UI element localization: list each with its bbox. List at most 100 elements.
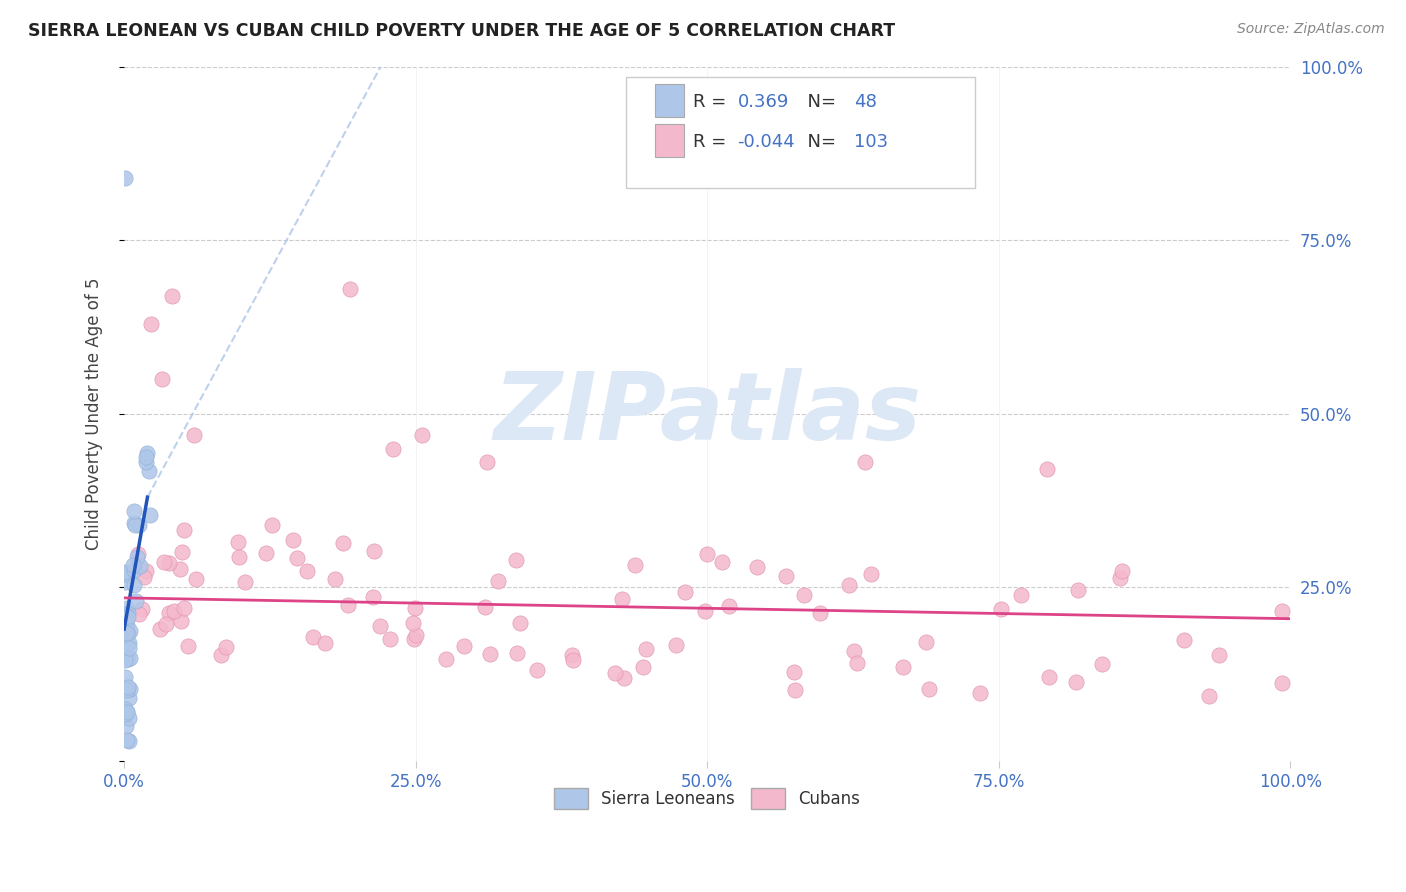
Point <box>115 705 138 719</box>
Point <box>378 632 401 646</box>
Point <box>131 602 153 616</box>
Point <box>969 685 991 699</box>
Point <box>114 706 136 721</box>
Point <box>381 442 404 456</box>
Point <box>526 664 548 678</box>
Point <box>114 653 136 667</box>
Point <box>323 572 346 586</box>
Text: ZIPatlas: ZIPatlas <box>494 368 921 460</box>
Point <box>114 719 136 733</box>
Point <box>665 638 688 652</box>
Point <box>842 644 865 658</box>
Point <box>673 585 696 599</box>
Point <box>136 446 159 460</box>
Point <box>453 640 475 654</box>
Point <box>159 607 181 621</box>
Point <box>254 546 277 560</box>
Point <box>783 683 806 698</box>
Point <box>117 652 139 666</box>
Point <box>914 635 936 649</box>
Point <box>118 624 141 639</box>
Point <box>117 680 139 694</box>
Point <box>118 734 141 748</box>
Point <box>124 577 146 591</box>
Point <box>990 602 1012 616</box>
Point <box>152 555 174 569</box>
Y-axis label: Child Poverty Under the Age of 5: Child Poverty Under the Age of 5 <box>86 277 103 550</box>
Point <box>233 574 256 589</box>
Point <box>1064 675 1087 690</box>
Point <box>114 701 136 715</box>
Point <box>122 504 145 518</box>
Point <box>838 578 860 592</box>
Text: 0.369: 0.369 <box>738 93 789 111</box>
Point <box>118 711 141 725</box>
Point <box>633 659 655 673</box>
Point <box>711 555 734 569</box>
Point <box>1108 571 1130 585</box>
FancyBboxPatch shape <box>626 77 976 188</box>
Point <box>209 648 232 662</box>
Point <box>562 652 585 666</box>
Point <box>808 607 831 621</box>
Point <box>115 607 138 622</box>
Point <box>118 651 141 665</box>
Point <box>509 615 531 630</box>
Point <box>314 636 336 650</box>
Point <box>226 534 249 549</box>
Point <box>163 604 186 618</box>
Point <box>135 450 157 465</box>
Text: SIERRA LEONEAN VS CUBAN CHILD POVERTY UNDER THE AGE OF 5 CORRELATION CHART: SIERRA LEONEAN VS CUBAN CHILD POVERTY UN… <box>28 22 896 40</box>
Point <box>114 670 136 684</box>
Point <box>122 558 145 572</box>
Text: N=: N= <box>796 93 842 111</box>
Point <box>1208 648 1230 663</box>
Point <box>117 618 139 632</box>
Point <box>155 617 177 632</box>
Point <box>792 589 814 603</box>
Point <box>115 601 138 615</box>
Point <box>114 566 136 581</box>
Point <box>1111 564 1133 578</box>
Point <box>134 569 156 583</box>
Point <box>337 598 360 612</box>
Point <box>124 594 146 608</box>
Point <box>332 536 354 550</box>
Point <box>184 572 207 586</box>
Point <box>115 624 138 639</box>
Point <box>853 455 876 469</box>
Point <box>115 608 138 623</box>
Point <box>402 616 425 631</box>
Point <box>1173 632 1195 647</box>
Point <box>506 646 529 660</box>
Point <box>157 556 180 570</box>
Point <box>173 601 195 615</box>
Legend: Sierra Leoneans, Cubans: Sierra Leoneans, Cubans <box>548 781 866 815</box>
Point <box>172 544 194 558</box>
Text: R =: R = <box>693 133 733 151</box>
Point <box>339 282 361 296</box>
Point <box>177 639 200 653</box>
Point <box>139 317 162 331</box>
Point <box>115 683 138 698</box>
Point <box>561 648 583 663</box>
Point <box>783 665 806 679</box>
Point <box>370 619 392 633</box>
Point <box>260 517 283 532</box>
Point <box>128 518 150 533</box>
Text: 48: 48 <box>853 93 877 111</box>
Point <box>363 544 385 558</box>
Point <box>475 455 498 469</box>
Point <box>128 559 150 574</box>
Point <box>605 666 627 681</box>
Text: R =: R = <box>693 93 733 111</box>
Point <box>745 559 768 574</box>
Point <box>139 508 162 523</box>
Point <box>696 547 718 561</box>
Point <box>405 628 427 642</box>
Point <box>125 549 148 564</box>
Point <box>170 614 193 628</box>
FancyBboxPatch shape <box>655 124 685 157</box>
Point <box>117 625 139 640</box>
Point <box>173 523 195 537</box>
